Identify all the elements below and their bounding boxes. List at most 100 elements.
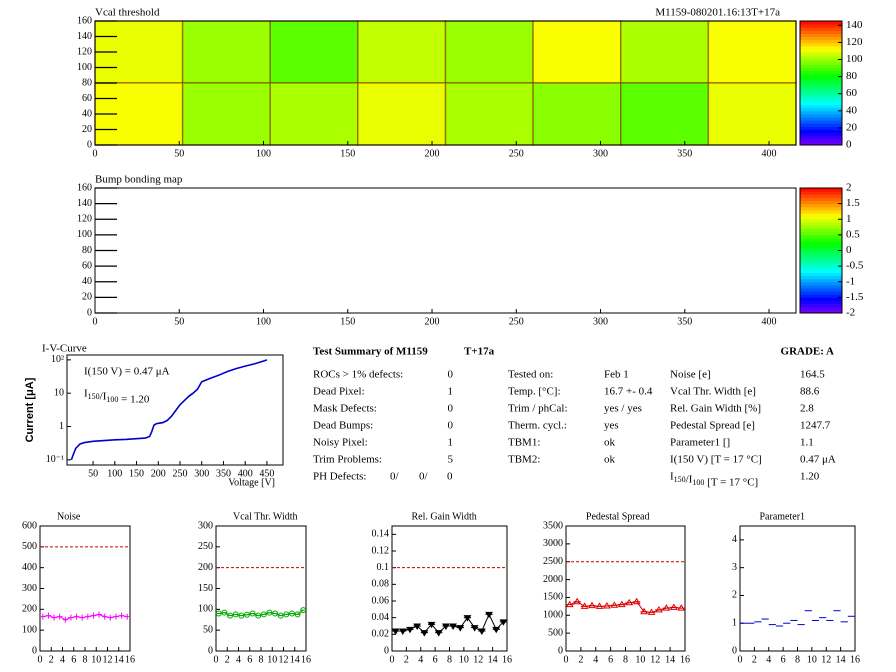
y-tick-label: 1 <box>732 618 737 629</box>
colorbar-step <box>800 191 842 195</box>
summary-value: 0 <box>448 369 454 381</box>
colorbar-label: 0 <box>846 139 852 151</box>
x-tick-label: 4 <box>593 654 598 665</box>
y-tick-label: 3 <box>732 562 737 573</box>
y-tick-label: 0.14 <box>372 529 390 540</box>
point <box>51 614 57 621</box>
colorbar-step <box>800 114 842 118</box>
colorbar-label: 120 <box>846 36 863 48</box>
summary-label: Pedestal Spread [e] <box>670 420 755 432</box>
point <box>62 616 69 623</box>
iv-curve <box>70 359 268 461</box>
summary-value: 0 <box>448 420 454 432</box>
colorbar-frame <box>799 20 843 146</box>
colorbar-step <box>800 300 842 305</box>
roc-cell <box>707 82 797 146</box>
point <box>288 610 295 617</box>
colorbar-step <box>800 222 842 226</box>
point <box>283 611 290 618</box>
x-tick-label: 50 <box>88 468 98 479</box>
y-tick-label: 50 <box>203 624 213 635</box>
colorbar-label: -1.5 <box>846 291 864 303</box>
x-tick-label: 200 <box>425 148 440 159</box>
point <box>477 628 486 635</box>
y-tick-label: 120 <box>77 46 92 57</box>
x-tick-label: 2 <box>578 654 583 665</box>
x-tick-label: 4 <box>766 654 771 665</box>
point <box>470 625 479 632</box>
summary-value: yes <box>604 420 619 432</box>
summary-title: Test Summary of M1159 <box>313 346 428 358</box>
roc-cell <box>444 82 534 146</box>
point <box>266 609 273 616</box>
y-tick-label: 0 <box>208 645 213 656</box>
x-tick-label: 2 <box>404 654 409 665</box>
summary-label: TBM1: <box>508 437 540 449</box>
connecting-line <box>42 614 128 621</box>
point <box>669 603 678 610</box>
y-tick-label: 0 <box>558 645 563 656</box>
point <box>485 611 493 619</box>
point <box>56 613 63 620</box>
point <box>255 612 262 619</box>
colorbar-step <box>800 138 842 143</box>
colorbar-step <box>800 64 842 68</box>
colorbar-label: -1 <box>846 275 855 287</box>
summary-label: I(150 V) [T = 17 °C] <box>670 454 762 466</box>
point <box>617 600 626 608</box>
x-tick-label: 300 <box>194 468 209 479</box>
y-tick-label: 0.04 <box>372 612 390 623</box>
colorbar-step <box>800 67 842 72</box>
summary-label: PH Defects: <box>313 471 366 483</box>
colorbar-label: 140 <box>846 19 863 31</box>
point <box>573 597 582 605</box>
colorbar-step <box>800 247 842 251</box>
x-tick-label: 16 <box>502 654 512 665</box>
x-tick-label: 100 <box>107 468 122 479</box>
summary-value: ok <box>604 437 616 449</box>
y-tick-label: 140 <box>77 198 92 209</box>
colorbar-step <box>800 309 842 314</box>
colorbar-step <box>800 275 842 280</box>
x-tick-label: 4 <box>418 654 423 665</box>
x-tick-label: 350 <box>216 468 231 479</box>
colorbar-step <box>800 89 842 93</box>
point <box>655 605 663 613</box>
point <box>277 612 284 619</box>
colorbar-step <box>800 231 842 236</box>
colorbar-step <box>800 238 842 242</box>
colorbar-step <box>800 225 842 230</box>
colorbar-step <box>800 58 842 62</box>
colorbar-step <box>800 244 842 248</box>
y-tick-label: 150 <box>198 583 213 594</box>
colorbar-step <box>800 104 842 109</box>
plot-title: Pedestal Spread <box>586 511 650 522</box>
y-tick-label: 2 <box>732 590 737 601</box>
point <box>118 612 125 619</box>
point <box>632 597 641 605</box>
plot-frame <box>739 525 856 652</box>
x-tick-label: 200 <box>425 316 440 327</box>
summary-value: 88.6 <box>800 386 820 398</box>
point <box>640 607 648 615</box>
summary-value: 0/ <box>390 471 400 483</box>
y-tick-label: 100 <box>77 229 92 240</box>
x-tick-label: 4 <box>236 654 241 665</box>
colorbar-step <box>800 206 842 211</box>
roc-cell <box>269 82 359 146</box>
colorbar-step <box>800 129 842 134</box>
colorbar-label: 20 <box>846 121 858 133</box>
y-tick-label: 40 <box>82 276 92 287</box>
summary-value: 0 <box>448 403 454 415</box>
x-tick-label: 12 <box>821 654 831 665</box>
roc-cell <box>620 20 710 84</box>
x-tick-label: 300 <box>593 316 608 327</box>
y-tick-label: 1 <box>59 421 64 432</box>
y-tick-label: 500 <box>548 627 563 638</box>
colorbar-step <box>800 48 842 53</box>
colorbar-step <box>800 234 842 239</box>
point <box>85 613 91 620</box>
x-tick-label: 150 <box>340 316 355 327</box>
colorbar-step <box>800 126 842 130</box>
